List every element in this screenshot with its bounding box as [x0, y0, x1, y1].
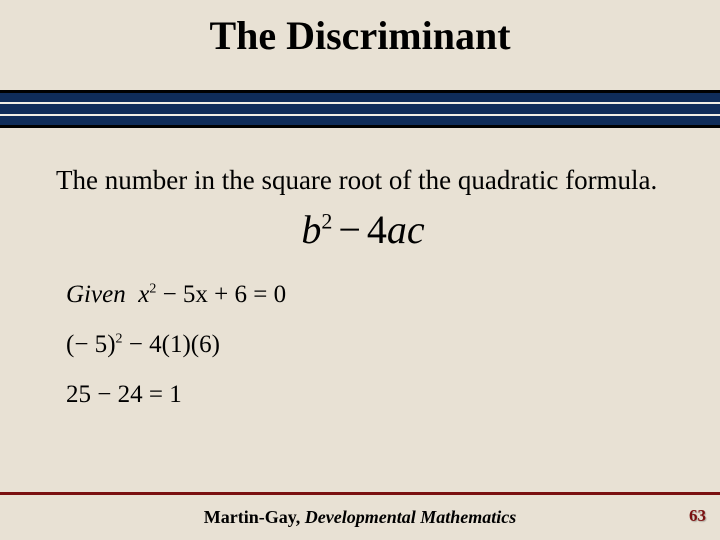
step1-line: (− 5)2 − 4(1)(6): [66, 331, 670, 359]
step1-lp3: (: [191, 331, 199, 358]
step1-exp: 2: [116, 331, 123, 346]
given-label: Given: [66, 281, 126, 308]
given-rest: − 5x + 6 = 0: [156, 281, 286, 308]
slide-title: The Discriminant: [0, 12, 720, 59]
footer-author: Martin-Gay,: [204, 507, 305, 527]
step1-lp2: (: [162, 331, 170, 358]
content-area: The number in the square root of the qua…: [0, 128, 720, 409]
step1-rp2: ): [182, 331, 190, 358]
formula-b: b: [301, 207, 321, 252]
step1-rp1: ): [107, 331, 115, 358]
given-x: x: [138, 281, 149, 308]
step1-neg5: − 5: [74, 331, 107, 358]
formula-c: c: [407, 207, 425, 252]
formula-a: a: [387, 207, 407, 252]
footer-book: Developmental Mathematics: [305, 507, 516, 527]
step1-rp3: ): [212, 331, 220, 358]
page-number: 63: [689, 506, 706, 526]
step1-one: 1: [170, 331, 183, 358]
step1-six: 6: [199, 331, 212, 358]
step2-line: 25 − 24 = 1: [66, 381, 670, 409]
given-line: Given x2 − 5x + 6 = 0: [66, 281, 670, 309]
formula-four: 4: [367, 207, 387, 252]
formula-exp: 2: [321, 208, 332, 233]
formula-minus: −: [332, 207, 367, 252]
step1-mid: − 4: [123, 331, 162, 358]
footer-text: Martin-Gay, Developmental Mathematics: [204, 507, 516, 528]
title-section: The Discriminant: [0, 0, 720, 90]
decorative-band: [0, 90, 720, 128]
step2-text: 25 − 24 = 1: [66, 381, 182, 408]
discriminant-formula: b2−4ac: [56, 206, 670, 253]
body-text: The number in the square root of the qua…: [56, 164, 670, 198]
footer: Martin-Gay, Developmental Mathematics: [0, 492, 720, 540]
